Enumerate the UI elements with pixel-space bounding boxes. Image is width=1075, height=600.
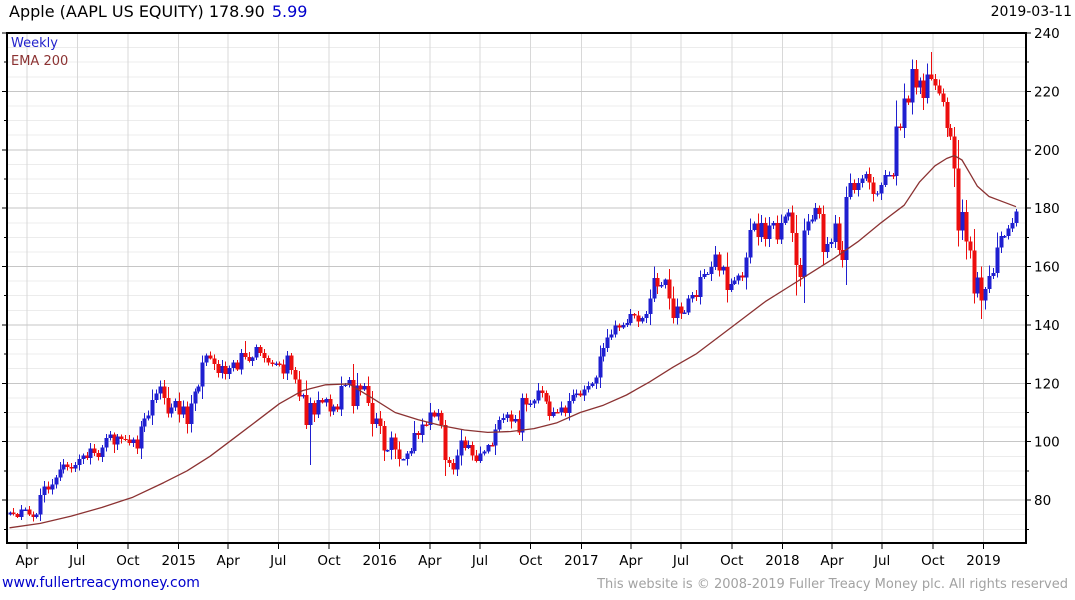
as-of-date: 2019-03-11 — [990, 4, 1072, 20]
price-change-value: 5.99 — [271, 2, 308, 21]
legend-timeframe: Weekly — [11, 36, 58, 51]
svg-text:Apr: Apr — [216, 553, 240, 569]
svg-text:Apr: Apr — [619, 553, 643, 569]
svg-text:180: 180 — [1034, 201, 1060, 217]
svg-text:100: 100 — [1034, 435, 1060, 451]
svg-text:Jul: Jul — [68, 553, 85, 569]
svg-text:120: 120 — [1034, 376, 1060, 392]
svg-text:2017: 2017 — [564, 553, 598, 569]
svg-text:200: 200 — [1034, 143, 1060, 159]
svg-text:Jul: Jul — [471, 553, 488, 569]
svg-text:Apr: Apr — [820, 553, 844, 569]
svg-text:2016: 2016 — [363, 553, 397, 569]
svg-text:Jul: Jul — [269, 553, 286, 569]
svg-text:Oct: Oct — [921, 553, 944, 569]
svg-text:Jul: Jul — [873, 553, 890, 569]
svg-text:80: 80 — [1034, 493, 1051, 509]
svg-text:Jul: Jul — [672, 553, 689, 569]
svg-text:240: 240 — [1034, 26, 1060, 42]
svg-text:Apr: Apr — [15, 553, 39, 569]
chart-title: Apple (AAPL US EQUITY) 178.90 — [9, 2, 265, 21]
svg-text:2018: 2018 — [765, 553, 799, 569]
chart-title-row: Apple (AAPL US EQUITY) 178.90 5.99 — [9, 2, 307, 21]
svg-text:Oct: Oct — [720, 553, 743, 569]
svg-text:160: 160 — [1034, 260, 1060, 276]
svg-text:140: 140 — [1034, 318, 1060, 334]
svg-text:2019: 2019 — [966, 553, 1000, 569]
copyright-text: This website is © 2008-2019 Fuller Treac… — [597, 577, 1068, 592]
legend-ema-200: EMA 200 — [11, 54, 69, 69]
svg-text:220: 220 — [1034, 84, 1060, 100]
svg-text:Oct: Oct — [519, 553, 542, 569]
svg-text:2015: 2015 — [161, 553, 195, 569]
svg-text:Apr: Apr — [418, 553, 442, 569]
svg-text:Oct: Oct — [116, 553, 139, 569]
svg-text:Oct: Oct — [317, 553, 340, 569]
site-link[interactable]: www.fullertreacymoney.com — [2, 575, 200, 591]
